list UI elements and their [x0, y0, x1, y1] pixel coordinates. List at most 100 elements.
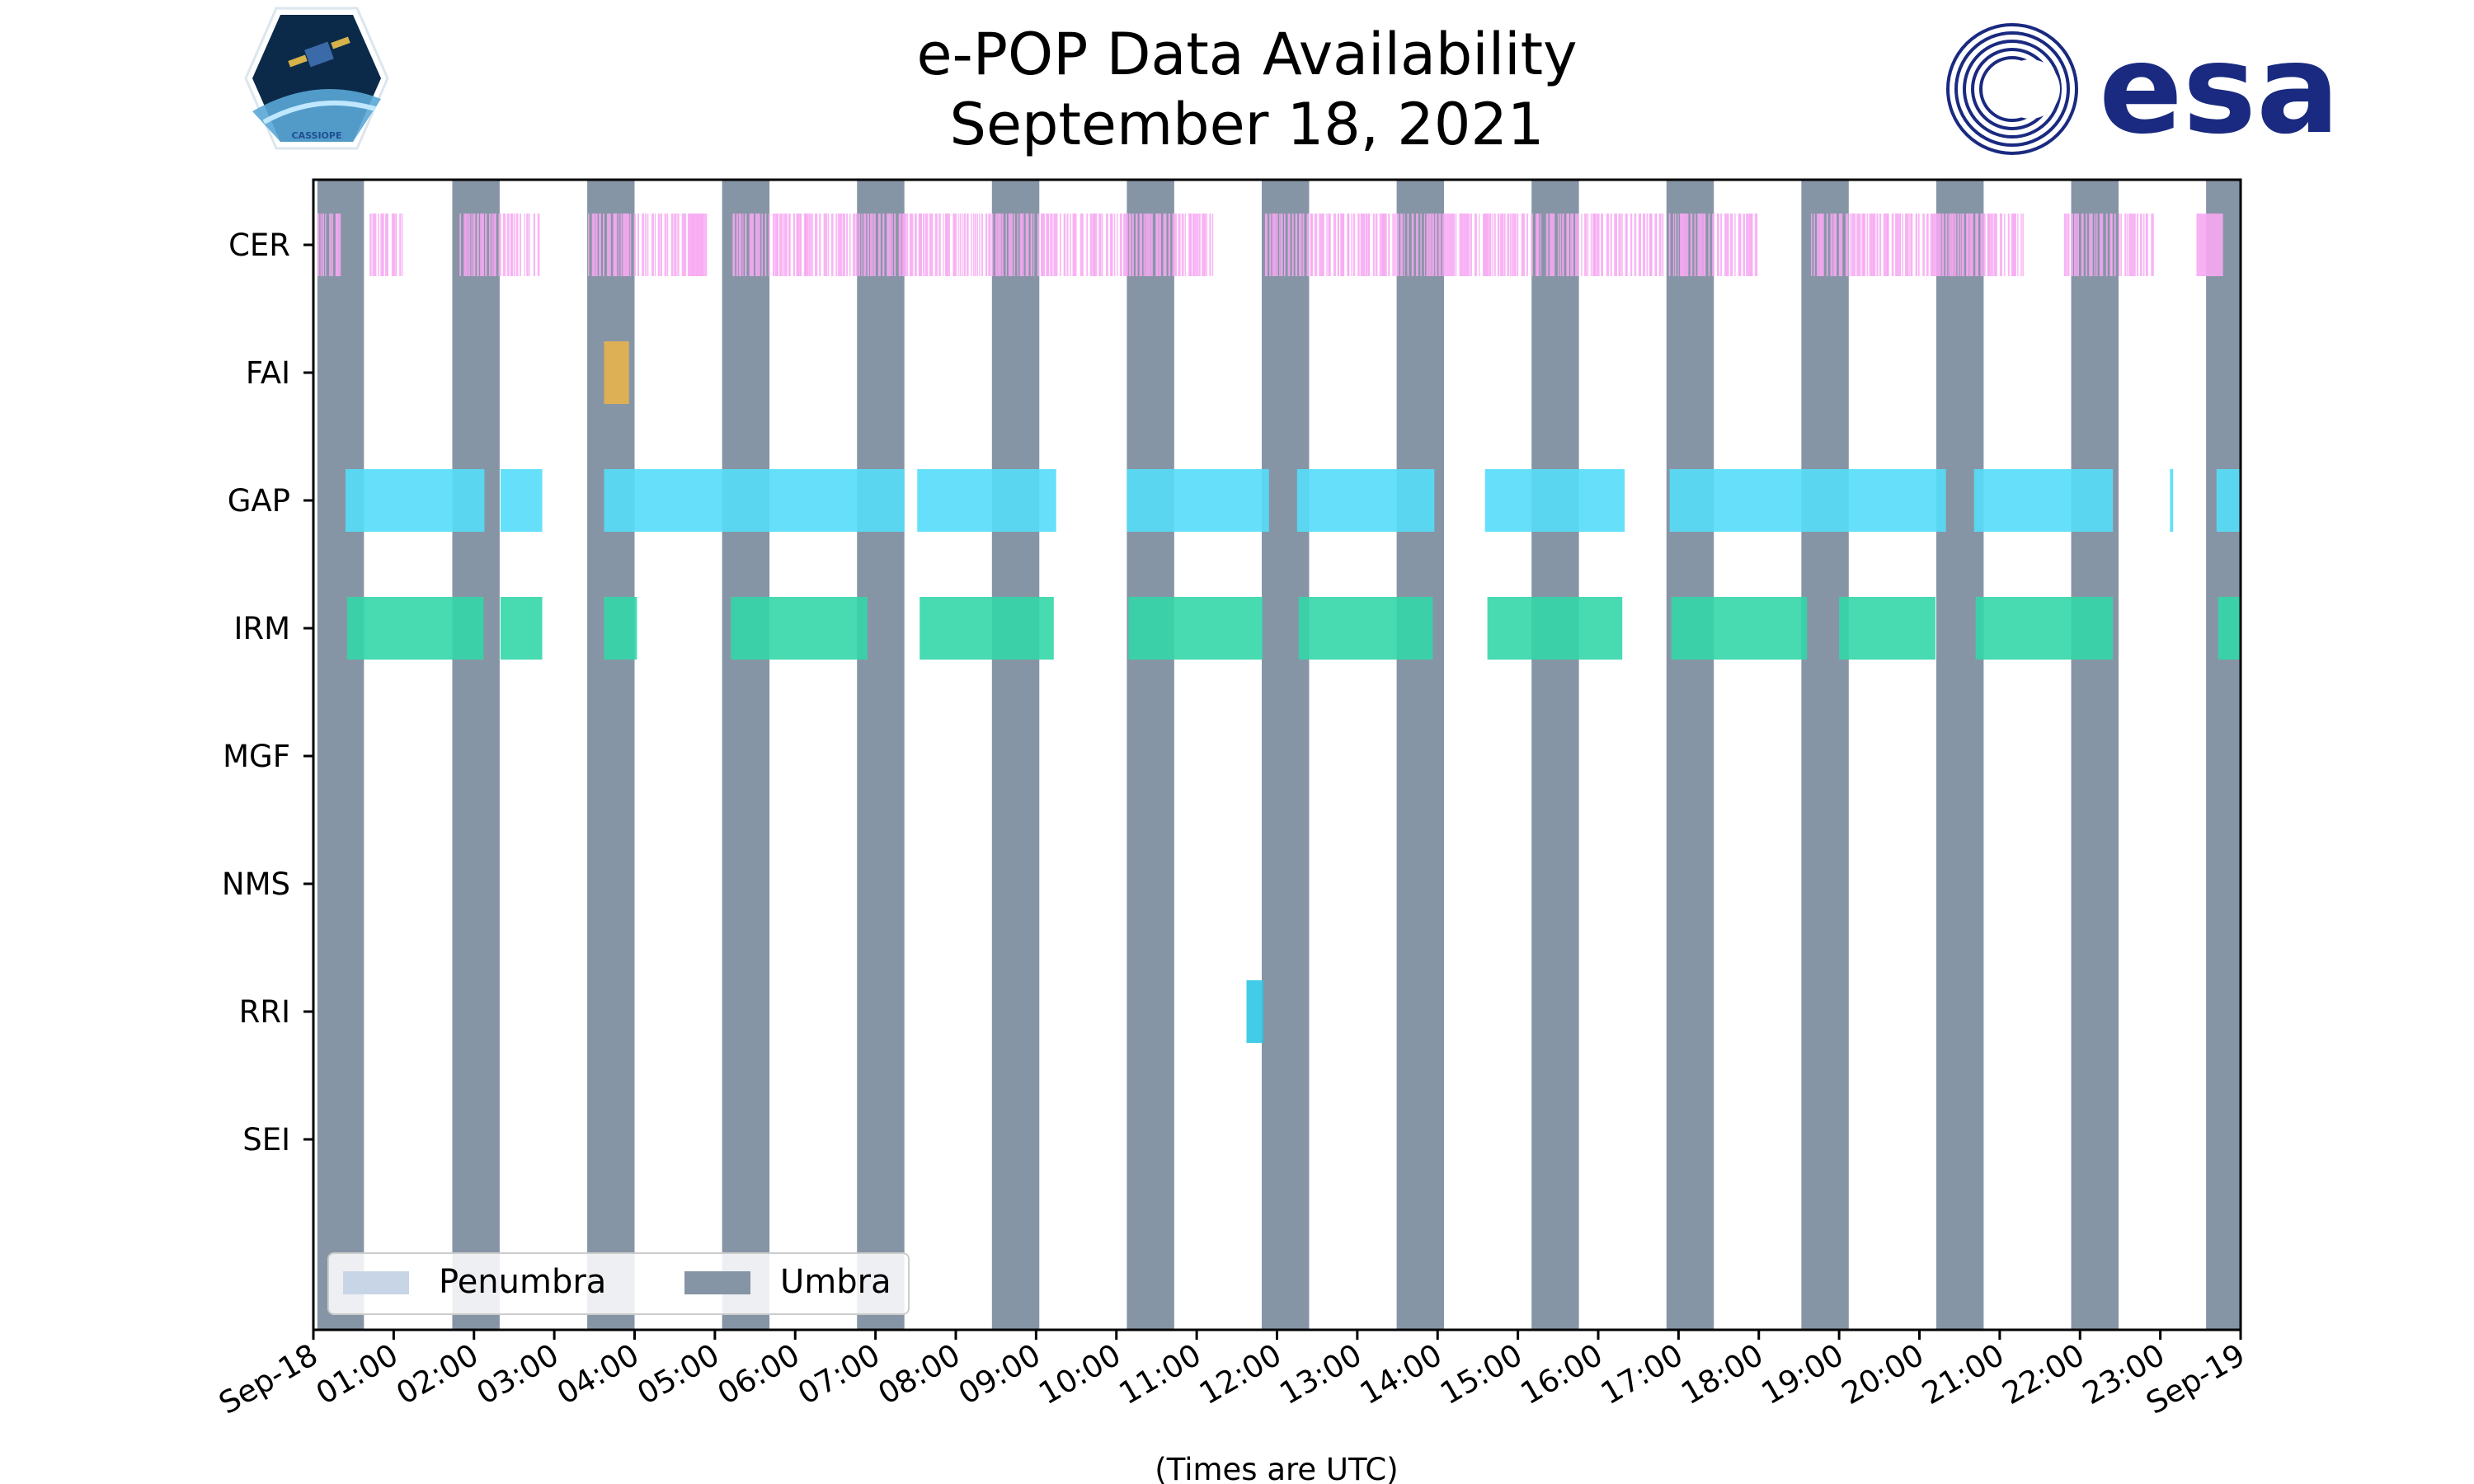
cer-tick [1941, 214, 1945, 276]
cer-tick [502, 214, 506, 276]
cer-tick [1845, 214, 1849, 276]
cer-tick [2129, 214, 2133, 276]
cer-tick [520, 214, 521, 276]
cer-tick [901, 214, 904, 276]
cer-tick [498, 214, 501, 276]
cer-tick [385, 214, 388, 276]
cer-tick [595, 214, 598, 276]
series-fai [604, 341, 629, 404]
cer-tick [1060, 214, 1061, 276]
cer-tick [1683, 214, 1687, 276]
umbra-band [1396, 180, 1445, 1330]
cer-tick [1189, 214, 1192, 276]
cer-tick [1898, 214, 1901, 276]
cer-tick [1348, 214, 1350, 276]
umbra-band [722, 180, 770, 1330]
cer-tick [2004, 214, 2006, 276]
irm-bar [1839, 597, 1935, 660]
cer-tick [1662, 214, 1664, 276]
x-tick-label: 11:00 [1113, 1337, 1207, 1412]
cer-tick [1729, 214, 1733, 276]
cer-tick [2127, 214, 2128, 276]
cer-tick [1136, 214, 1138, 276]
y-tick-label-sei: SEI [242, 1122, 290, 1158]
cer-tick [1094, 214, 1095, 276]
cer-tick [1576, 214, 1579, 276]
cer-tick [1948, 214, 1950, 276]
cer-tick [1621, 214, 1623, 276]
cer-tick [2007, 214, 2010, 276]
cer-tick [1110, 214, 1112, 276]
cer-tick [1938, 214, 1941, 276]
gap-bar [2216, 469, 2241, 532]
cer-tick [1446, 214, 1449, 276]
series-gap [345, 469, 2241, 532]
cer-tick [807, 214, 809, 276]
cer-tick [776, 214, 778, 276]
cer-tick [533, 214, 536, 276]
cer-tick [1178, 214, 1181, 276]
cer-tick [1650, 214, 1653, 276]
cer-tick [1915, 214, 1918, 276]
cer-tick [647, 214, 649, 276]
rri-bar [1246, 980, 1263, 1043]
fai-bar [604, 341, 629, 404]
y-tick-label-rri: RRI [239, 994, 290, 1030]
cer-tick [1432, 214, 1435, 276]
cer-tick [785, 214, 788, 276]
cassiope-mission-badge: CASSIOPE [244, 7, 389, 150]
cer-tick [1869, 214, 1872, 276]
x-tick-label: 20:00 [1836, 1337, 1930, 1412]
cer-tick [934, 214, 938, 276]
cer-tick [778, 214, 783, 276]
cer-tick [1677, 214, 1679, 276]
cer-tick [835, 214, 838, 276]
cer-tick [1101, 214, 1103, 276]
chart-title-line2: September 18, 2021 [950, 91, 1545, 158]
cer-tick [1086, 214, 1089, 276]
cer-tick [1379, 214, 1381, 276]
cer-tick [867, 214, 870, 276]
gap-bar [1126, 469, 1269, 532]
cer-tick [1407, 214, 1409, 276]
cer-tick [1515, 214, 1517, 276]
cer-tick [1319, 214, 1321, 276]
cer-tick [1046, 214, 1049, 276]
cer-tick [2090, 214, 2093, 276]
cer-tick [1079, 214, 1083, 276]
cer-tick [1145, 214, 1148, 276]
cer-tick [1818, 214, 1821, 276]
cer-tick [1299, 214, 1302, 276]
umbra-band [1261, 180, 1310, 1330]
cer-tick [1975, 214, 1978, 276]
cer-tick [477, 214, 479, 276]
cer-tick [979, 214, 981, 276]
cer-tick [603, 214, 604, 276]
cer-tick [1075, 214, 1077, 276]
cer-tick [1033, 214, 1035, 276]
gap-bar [1669, 469, 1946, 532]
cer-tick [618, 214, 620, 276]
cer-block [2196, 214, 2223, 276]
cer-tick [1990, 214, 1993, 276]
cer-tick [492, 214, 493, 276]
y-axis: CER FAI GAP IRM MGF NMS RRI SEI [222, 228, 313, 1158]
cer-tick [1416, 214, 1418, 276]
cer-tick [1461, 214, 1465, 276]
cer-tick [1474, 214, 1477, 276]
cer-tick [1388, 214, 1390, 276]
cer-tick [1983, 214, 1986, 276]
cer-tick [2073, 214, 2077, 276]
cer-tick [654, 214, 656, 276]
cer-tick [2067, 214, 2070, 276]
cer-tick [1930, 214, 1934, 276]
cer-tick [1025, 214, 1028, 276]
cer-tick [704, 214, 708, 276]
cer-tick [2020, 214, 2022, 276]
cer-tick [1343, 214, 1345, 276]
cer-tick [944, 214, 948, 276]
cer-tick [1206, 214, 1207, 276]
cer-tick [1486, 214, 1489, 276]
cer-tick [1597, 214, 1600, 276]
cer-tick [373, 214, 377, 276]
